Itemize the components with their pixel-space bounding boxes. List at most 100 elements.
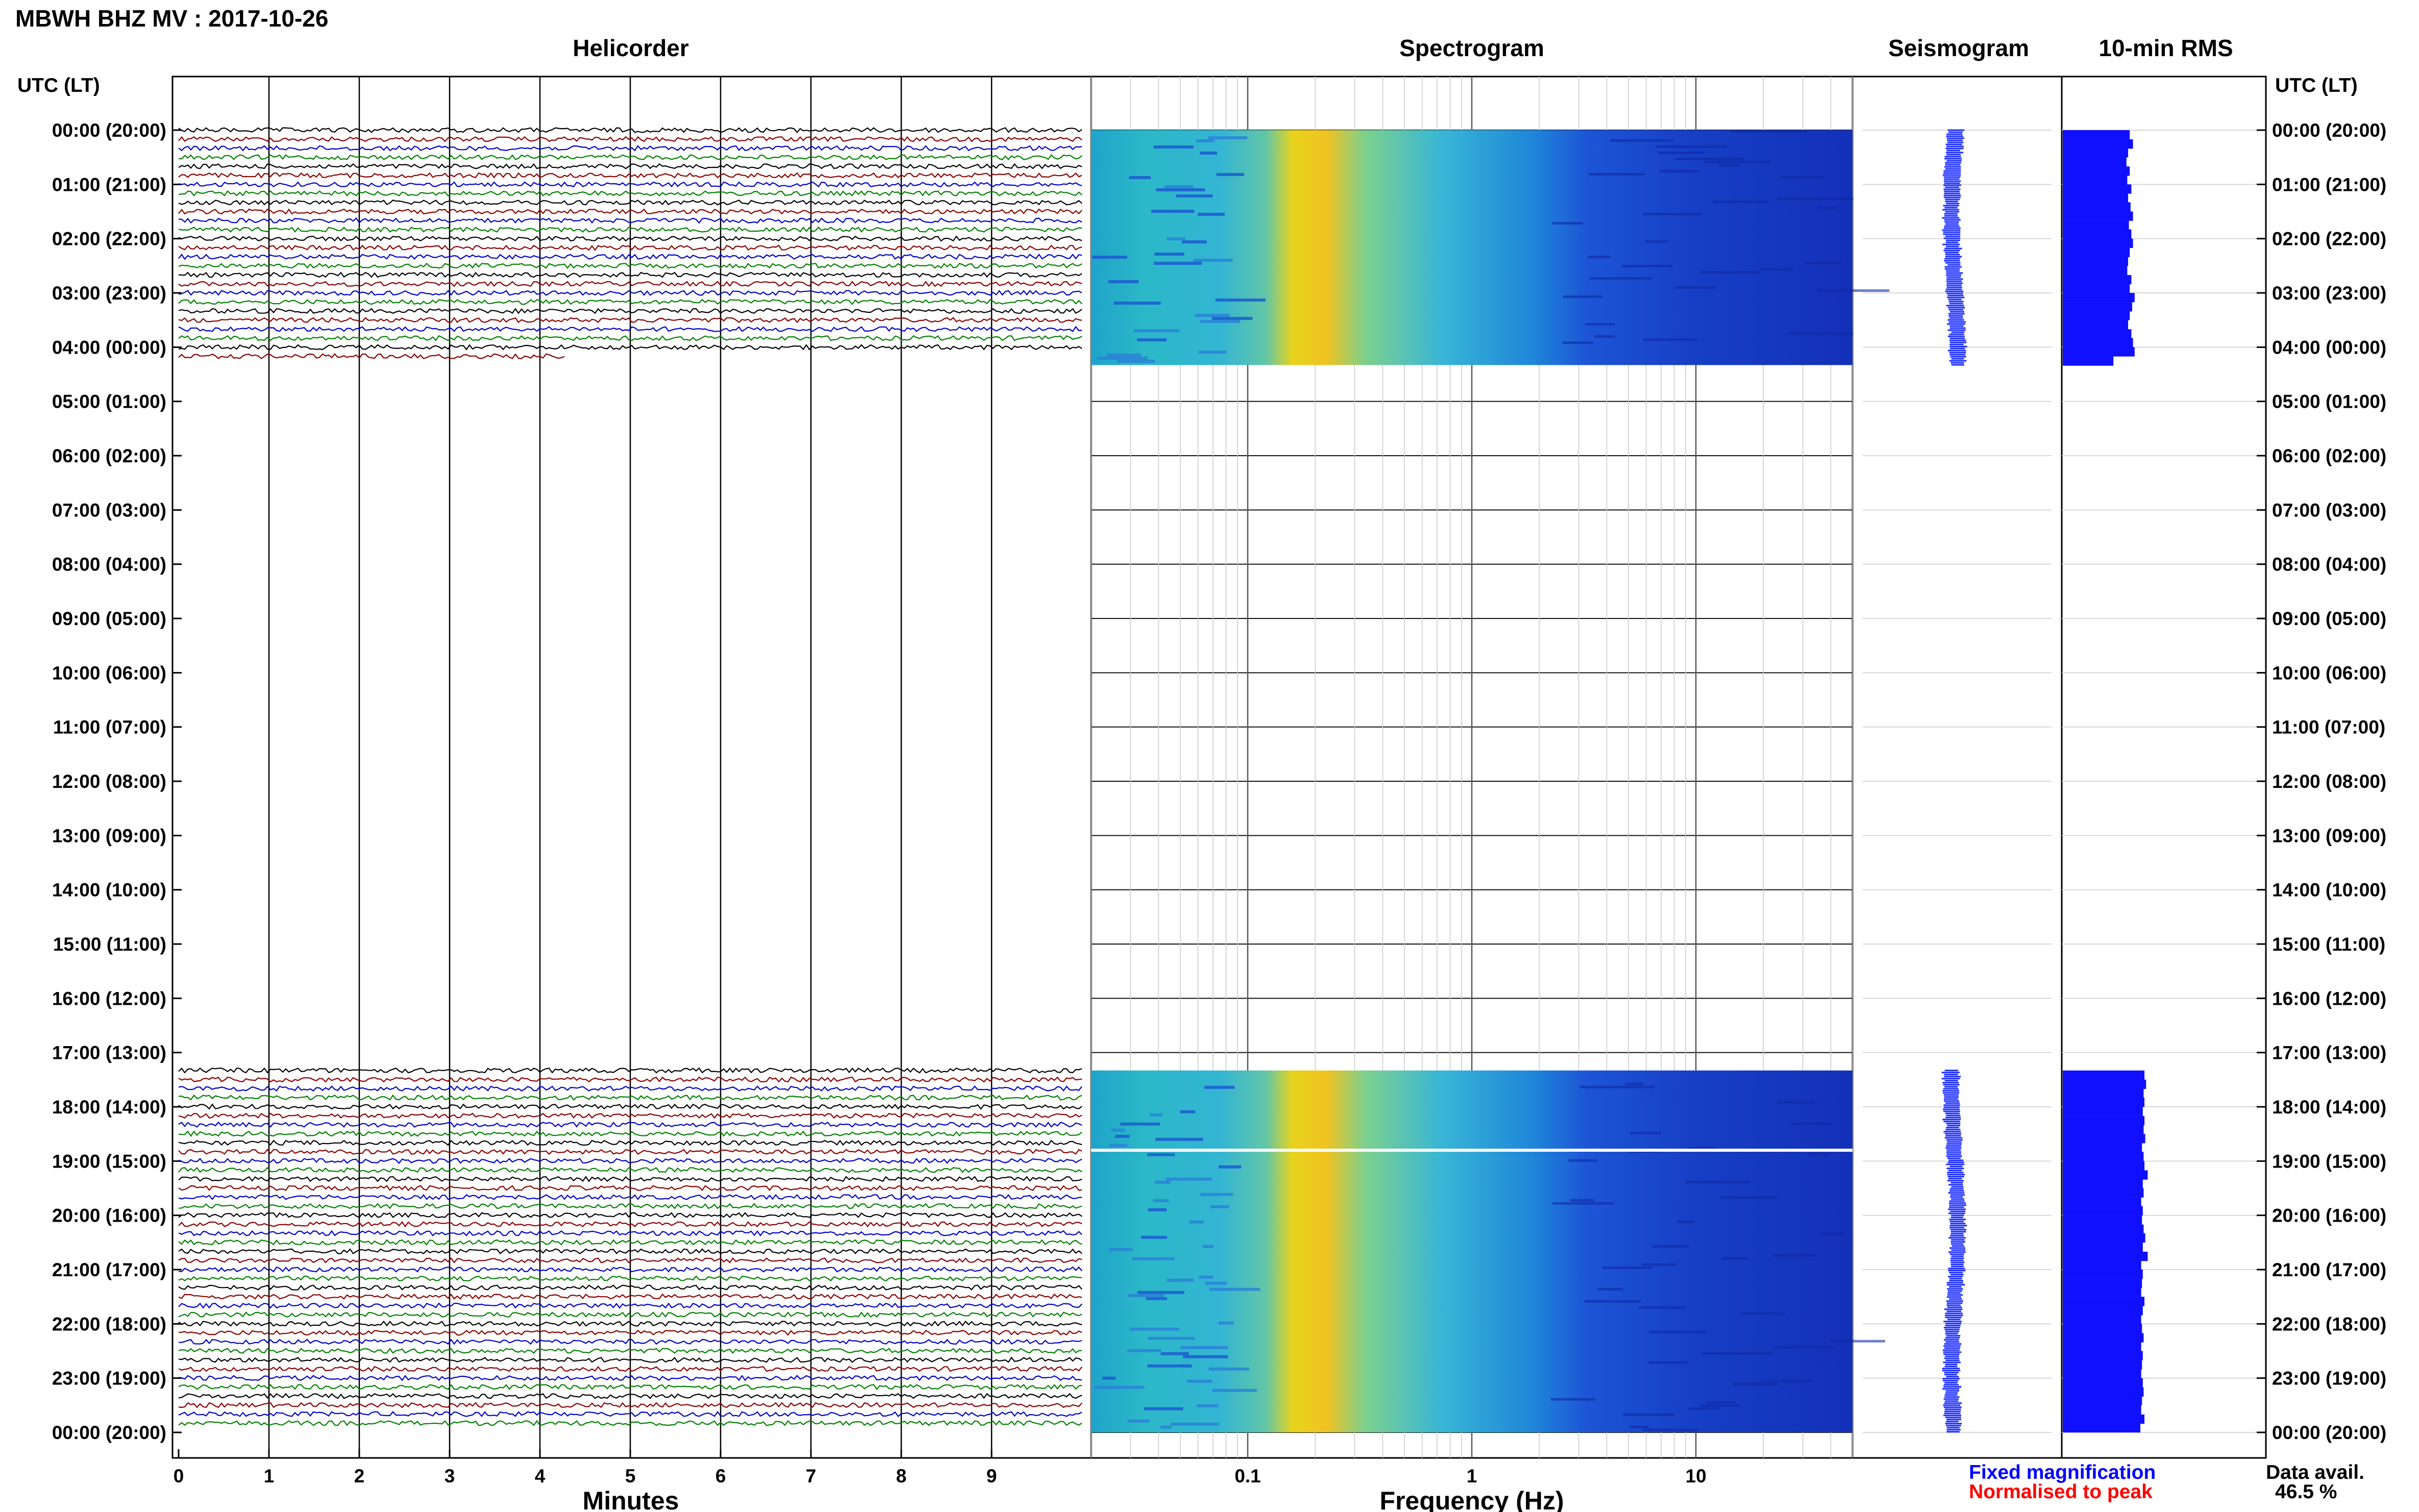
spectrogram-texture — [1134, 329, 1179, 332]
helicorder-trace — [178, 1266, 1082, 1273]
helicorder-trace — [178, 1194, 1082, 1200]
spectrogram-texture — [1780, 176, 1825, 179]
helicorder-trace — [178, 253, 1082, 260]
rms-bar — [2063, 220, 2129, 230]
spectrogram-texture — [1127, 1419, 1150, 1423]
helicorder-trace — [178, 1239, 1082, 1246]
spectrogram-texture — [1131, 1257, 1175, 1260]
spectrogram-texture — [1218, 1165, 1242, 1169]
rms-bar — [2063, 311, 2130, 320]
rms-title: 10-min RMS — [2099, 35, 2233, 61]
time-label-right: 17:00 (13:00) — [2272, 1043, 2386, 1063]
minute-tick-label: 5 — [625, 1466, 636, 1486]
spectrogram-texture — [1198, 351, 1227, 354]
time-label-right: 05:00 (01:00) — [2272, 391, 2386, 412]
rms-frame — [2061, 76, 2267, 1459]
helicorder-trace — [178, 1112, 1082, 1119]
spectrogram-texture — [1602, 1266, 1652, 1269]
legend-fixed-magnification: Fixed magnification — [1969, 1461, 2156, 1483]
rms-bar — [2063, 1179, 2143, 1188]
time-label-left: 07:00 (03:00) — [52, 500, 166, 520]
spectrogram-texture — [1128, 1294, 1165, 1297]
helicorder-trace — [178, 1076, 1082, 1083]
time-label-right: 11:00 (07:00) — [2272, 717, 2385, 738]
time-label-right: 08:00 (04:00) — [2272, 554, 2386, 575]
helicorder-trace — [178, 262, 1082, 269]
helicorder-trace — [178, 1085, 1082, 1092]
seismogram-trace — [1942, 129, 1967, 366]
spectrogram-texture — [1182, 240, 1207, 243]
time-label-left: 01:00 (21:00) — [52, 174, 166, 195]
minute-tick-label: 7 — [806, 1466, 817, 1486]
spectrogram-texture — [1127, 1349, 1162, 1352]
spectrogram-texture — [1653, 1245, 1689, 1248]
helicorder-trace — [178, 1176, 1082, 1182]
time-label-left: 17:00 (13:00) — [52, 1043, 166, 1063]
spectrogram-texture — [1153, 1199, 1169, 1202]
time-label-right: 14:00 (10:00) — [2272, 880, 2386, 901]
helicorder-trace — [178, 1158, 1082, 1164]
time-label-left: 15:00 (11:00) — [53, 934, 166, 955]
spectrogram-texture — [1202, 1245, 1214, 1248]
spectrogram-texture — [1568, 1159, 1598, 1162]
spectrogram-texture — [1102, 1376, 1116, 1380]
spectrogram-texture — [1129, 1327, 1179, 1331]
spectrogram-texture — [1819, 1232, 1844, 1235]
spectrogram-texture — [1660, 170, 1700, 172]
spectrogram-texture — [1649, 1330, 1708, 1333]
spectrogram-texture — [1642, 1428, 1699, 1431]
spectrogram-texture — [1760, 268, 1794, 270]
helicorder-trace — [178, 1122, 1082, 1128]
time-label-right: 20:00 (16:00) — [2272, 1205, 2386, 1226]
rms-bar — [2063, 293, 2135, 303]
helicorder-trace — [178, 281, 1082, 287]
rms-bar — [2063, 148, 2128, 158]
time-label-right: 07:00 (03:00) — [2272, 500, 2386, 520]
time-label-left: 04:00 (00:00) — [52, 337, 166, 358]
helicorder-trace — [178, 145, 1082, 152]
helicorder-trace — [178, 235, 1082, 242]
helicorder-trace — [178, 154, 1082, 161]
spectrogram-texture — [1658, 152, 1705, 154]
time-label-left: 12:00 (08:00) — [52, 771, 166, 792]
seismogram-trace — [1941, 1070, 1967, 1433]
spectrogram-texture — [1165, 185, 1193, 188]
spectrogram-texture — [1773, 1346, 1835, 1349]
rms-bar — [2063, 1134, 2145, 1144]
helicorder-trace — [178, 1094, 1082, 1101]
helicorder-trace — [178, 335, 1082, 341]
spectrogram-texture — [1594, 335, 1615, 338]
spectrogram-texture — [1817, 207, 1838, 209]
spectrogram-texture — [1148, 1336, 1195, 1340]
spectrogram-title: Spectrogram — [1399, 35, 1544, 61]
spectrogram-texture — [1674, 286, 1716, 289]
spectrogram-texture — [1180, 1110, 1196, 1113]
spectrogram-texture — [1141, 1235, 1167, 1239]
spectrogram-texture — [1625, 1082, 1644, 1085]
helicorder-trace — [178, 1311, 1082, 1318]
rms-bar — [2063, 130, 2130, 140]
minute-tick-label: 1 — [264, 1466, 275, 1486]
helicorder-trace — [178, 1393, 1082, 1399]
helicorder-trace — [178, 271, 1082, 278]
time-label-left: 00:00 (20:00) — [52, 120, 166, 141]
helicorder-trace — [178, 308, 1082, 314]
rms-bar — [2063, 1070, 2144, 1080]
time-label-left: 13:00 (09:00) — [52, 825, 166, 846]
rms-bar — [2063, 1197, 2141, 1207]
spectrogram-texture — [1212, 1389, 1257, 1392]
rms-bar — [2063, 1287, 2141, 1297]
spectrogram-texture — [1704, 161, 1771, 163]
helicorder-trace — [178, 217, 1082, 224]
spectrogram-texture — [1562, 341, 1593, 344]
helicorder-trace — [178, 1185, 1082, 1192]
spectrogram-texture — [1722, 1257, 1749, 1260]
rms-bar — [2063, 139, 2133, 149]
data-avail-value: 46.5 % — [2275, 1481, 2337, 1503]
helicorder-trace — [178, 190, 1082, 197]
spectrogram-texture — [1151, 210, 1195, 213]
spectrogram-texture — [1161, 1352, 1189, 1355]
helicorder-trace — [178, 1302, 1082, 1309]
spectrogram-texture — [1688, 1147, 1718, 1150]
